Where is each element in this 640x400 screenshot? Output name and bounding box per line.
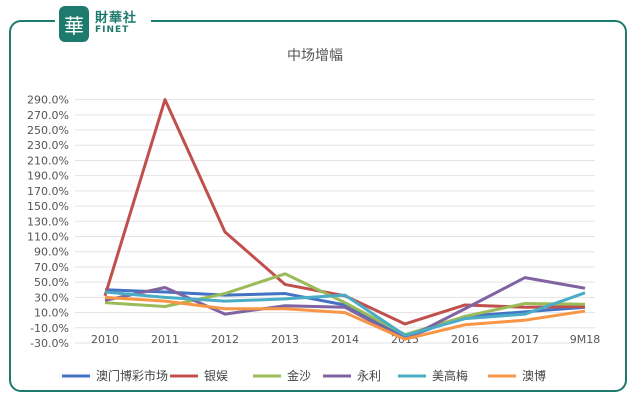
x-tick-label: 2010	[91, 333, 119, 346]
y-tick-label: 150.0%	[27, 200, 69, 213]
logo-english-name: FINET	[95, 25, 130, 36]
x-tick-label: 2012	[211, 333, 239, 346]
y-tick-label: 190.0%	[27, 170, 69, 183]
y-tick-label: 30.0%	[34, 291, 69, 304]
y-tick-label: -10.0%	[30, 322, 69, 335]
y-tick-label: 70.0%	[34, 261, 69, 274]
chart-title: 中场增幅	[287, 48, 343, 64]
y-tick-label: 90.0%	[34, 246, 69, 259]
y-tick-label: -30.0%	[30, 337, 69, 350]
y-tick-label: 210.0%	[27, 154, 69, 167]
y-tick-label: 50.0%	[34, 276, 69, 289]
legend: 澳门博彩市场 银娱 金沙 永利 美高梅 澳博	[62, 368, 546, 383]
logo-chinese-name: 財華社	[95, 11, 138, 27]
x-axis: 2010 2011 2012 2013 2014 2015 2016 2017 9M18	[91, 333, 600, 346]
legend-label: 澳门博彩市场	[96, 368, 168, 383]
x-tick-label: 9M18	[570, 333, 601, 346]
y-tick-label: 270.0%	[27, 109, 69, 122]
series-line	[103, 98, 586, 326]
legend-label: 银娱	[204, 369, 228, 383]
x-tick-label: 2013	[271, 333, 299, 346]
y-tick-label: 10.0%	[34, 307, 69, 320]
y-tick-label: 110.0%	[27, 231, 69, 244]
chart-frame	[9, 20, 627, 392]
legend-label: 澳博	[522, 368, 546, 383]
series-line	[104, 276, 586, 341]
legend-label: 美高梅	[432, 368, 468, 383]
y-tick-label: 170.0%	[27, 185, 69, 198]
y-tick-label: 250.0%	[27, 124, 69, 137]
series-lines	[103, 98, 586, 341]
x-tick-label: 2011	[151, 333, 179, 346]
x-tick-label: 2017	[511, 333, 539, 346]
legend-label: 金沙	[287, 368, 311, 383]
y-axis: 290.0% 270.0% 250.0% 230.0% 210.0% 190.0% 170.…	[27, 94, 69, 350]
logo-seal-icon: 華	[59, 6, 89, 42]
x-tick-label: 2014	[331, 333, 359, 346]
y-tick-label: 230.0%	[27, 139, 69, 152]
x-tick-label: 2016	[451, 333, 479, 346]
y-tick-label: 130.0%	[27, 215, 69, 228]
y-tick-label: 290.0%	[27, 94, 69, 107]
legend-label: 永利	[357, 369, 381, 383]
finet-logo: 華 財華社 FINET	[55, 4, 151, 44]
